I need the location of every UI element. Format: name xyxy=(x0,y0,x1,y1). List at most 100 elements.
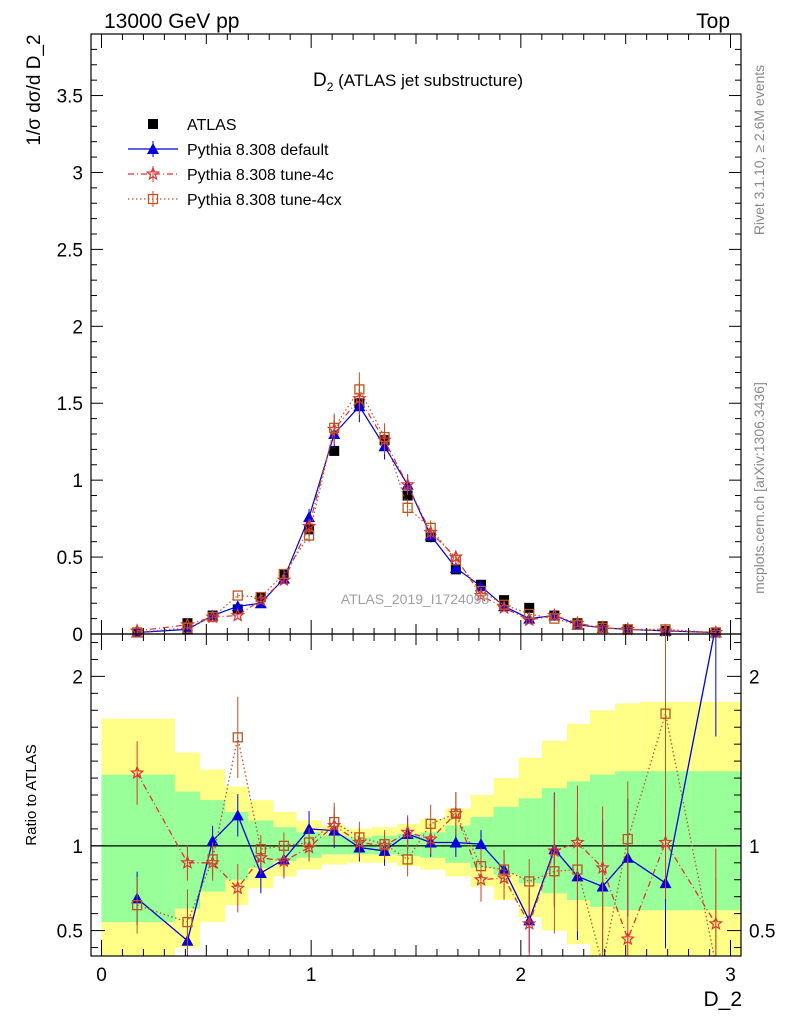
main-ytick-label: 2 xyxy=(72,317,83,338)
ratio-point-tune4cx xyxy=(598,960,607,969)
ratio-point-tune4cx xyxy=(131,900,143,911)
main-panel-axes: 0 0.5 1 1.5 2 2.5 3 3.5 xyxy=(57,33,742,646)
ratio-point-tune4cx xyxy=(207,854,218,865)
legend-entry-default: Pythia 8.308 default xyxy=(128,141,329,159)
mcplots-label: mcplots.cern.ch [arXiv:1306.3436] xyxy=(751,382,767,594)
point-tune4c xyxy=(230,607,246,622)
ratio-point-tune4cx xyxy=(711,960,720,969)
point-tune4cx xyxy=(402,502,413,513)
ratio-point-default xyxy=(475,838,487,850)
ratio-panel-series xyxy=(91,634,741,969)
point-data xyxy=(524,602,535,613)
header-energy: 13000 GeV pp xyxy=(104,10,239,33)
legend-entry-tune4c: Pythia 8.308 tune-4c xyxy=(128,166,334,184)
ratio-point-tune4cx xyxy=(278,840,290,851)
ratio-point-tune4cx xyxy=(450,808,461,819)
ratio-point-tune4cx xyxy=(425,818,436,829)
ratio-ytick-label: 2 xyxy=(72,667,83,688)
ratio-point-tune4c xyxy=(658,834,673,849)
ratio-ytick-label: 0.5 xyxy=(57,922,83,943)
point-tune4cx xyxy=(232,590,243,601)
legend-marker-tune4c xyxy=(145,166,161,181)
ratio-line-tune4cx xyxy=(136,713,715,956)
ratio-point-tune4cx xyxy=(572,864,583,875)
legend-label-data: ATLAS xyxy=(187,117,237,134)
ratio-point-tune4cx xyxy=(498,864,510,875)
point-tune4cx xyxy=(303,530,315,541)
legend-entry-data: ATLAS xyxy=(148,117,237,134)
band-green-bin xyxy=(397,833,421,857)
ratio-point-tune4cx xyxy=(354,832,365,843)
point-default xyxy=(231,600,244,612)
point-tune4cx xyxy=(354,384,365,395)
ratio-point-tune4cx xyxy=(549,866,560,877)
header-process: Top xyxy=(696,10,730,33)
legend-entry-tune4cx: Pythia 8.308 tune-4cx xyxy=(128,191,342,209)
ratio-point-default xyxy=(449,836,462,848)
analysis-watermark: ATLAS_2019_I1724098 xyxy=(341,591,490,607)
ratio-ytick-label-right: 2 xyxy=(749,667,760,688)
band-green-bin xyxy=(566,781,591,901)
ratio-xtick-label: 3 xyxy=(725,965,736,986)
ratio-ylabel: Ratio to ATLAS xyxy=(23,744,40,845)
ratio-point-default xyxy=(231,809,244,821)
ratio-point-tune4cx xyxy=(622,833,633,845)
ratio-point-tune4c xyxy=(129,765,145,780)
point-default xyxy=(449,561,462,573)
ratio-point-tune4cx xyxy=(379,838,390,850)
ratio-xtick-label: 0 xyxy=(96,965,107,986)
ratio-point-tune4c xyxy=(180,855,195,869)
main-ytick-label: 1 xyxy=(72,471,83,492)
ratio-series-tune4cx xyxy=(131,634,720,969)
legend-marker-default xyxy=(147,143,159,154)
point-tune4cx xyxy=(379,431,390,443)
ratio-point-tune4c xyxy=(230,880,246,895)
ratio-line-default xyxy=(136,634,715,942)
series-line-tune4c xyxy=(137,397,716,634)
plot-title-rest: (ATLAS jet substructure) xyxy=(333,71,523,90)
main-ylabel-text: 1/σ dσ/d D_2 xyxy=(24,34,45,145)
ratio-point-tune4cx xyxy=(524,876,535,887)
legend-label-tune4cx: Pythia 8.308 tune-4cx xyxy=(187,192,342,209)
point-tune4cx xyxy=(425,522,436,533)
ratio-line-tune4c xyxy=(136,772,717,941)
ratio-panel-axes: 0.5 0.5 1 1 2 2 0 1 2 3 xyxy=(57,633,775,986)
ratio-point-tune4cx xyxy=(303,837,315,848)
legend-marker-tune4cx xyxy=(147,193,159,205)
point-data xyxy=(329,445,340,456)
ratio-panel-bands xyxy=(101,701,741,956)
plot-title-subscript: 2 xyxy=(327,80,334,94)
main-ytick-label: 0.5 xyxy=(57,548,83,569)
plot-title: D2 (ATLAS jet substructure) xyxy=(313,70,523,94)
series-line-tune4cx xyxy=(137,388,716,634)
ratio-point-tune4cx xyxy=(182,916,193,928)
ratio-xtick-label: 2 xyxy=(516,965,527,986)
ratio-ytick-label-right: 0.5 xyxy=(749,922,775,943)
plot-title-main: D xyxy=(313,70,327,91)
point-tune4cx xyxy=(207,611,218,623)
point-tune4cx xyxy=(255,591,266,603)
main-ytick-label: 1.5 xyxy=(57,394,83,415)
ratio-point-tune4cx xyxy=(329,816,340,828)
ratio-point-tune4cx xyxy=(475,861,487,872)
point-tune4cx xyxy=(549,613,560,624)
main-ytick-label: 3.5 xyxy=(57,87,83,108)
x-axis-label: D_2 xyxy=(703,988,742,1011)
ratio-xtick-label: 1 xyxy=(306,965,317,986)
point-tune4cx xyxy=(131,627,143,638)
main-ytick-label: 2.5 xyxy=(57,240,83,261)
point-tune4cx xyxy=(278,568,290,580)
point-tune4cx xyxy=(182,622,193,633)
ratio-point-tune4c xyxy=(620,931,636,946)
legend-label-default: Pythia 8.308 default xyxy=(187,142,329,159)
point-data xyxy=(402,490,413,501)
point-tune4cx xyxy=(329,422,340,433)
ratio-point-tune4c xyxy=(595,860,610,875)
ratio-point-tune4c xyxy=(521,916,537,931)
ratio-point-tune4cx xyxy=(402,854,413,865)
point-tune4cx xyxy=(450,555,461,566)
legend: ATLAS Pythia 8.308 default Pythia 8.308 tu… xyxy=(128,117,342,209)
point-default xyxy=(303,511,316,523)
ratio-point-tune4cx xyxy=(660,708,671,719)
